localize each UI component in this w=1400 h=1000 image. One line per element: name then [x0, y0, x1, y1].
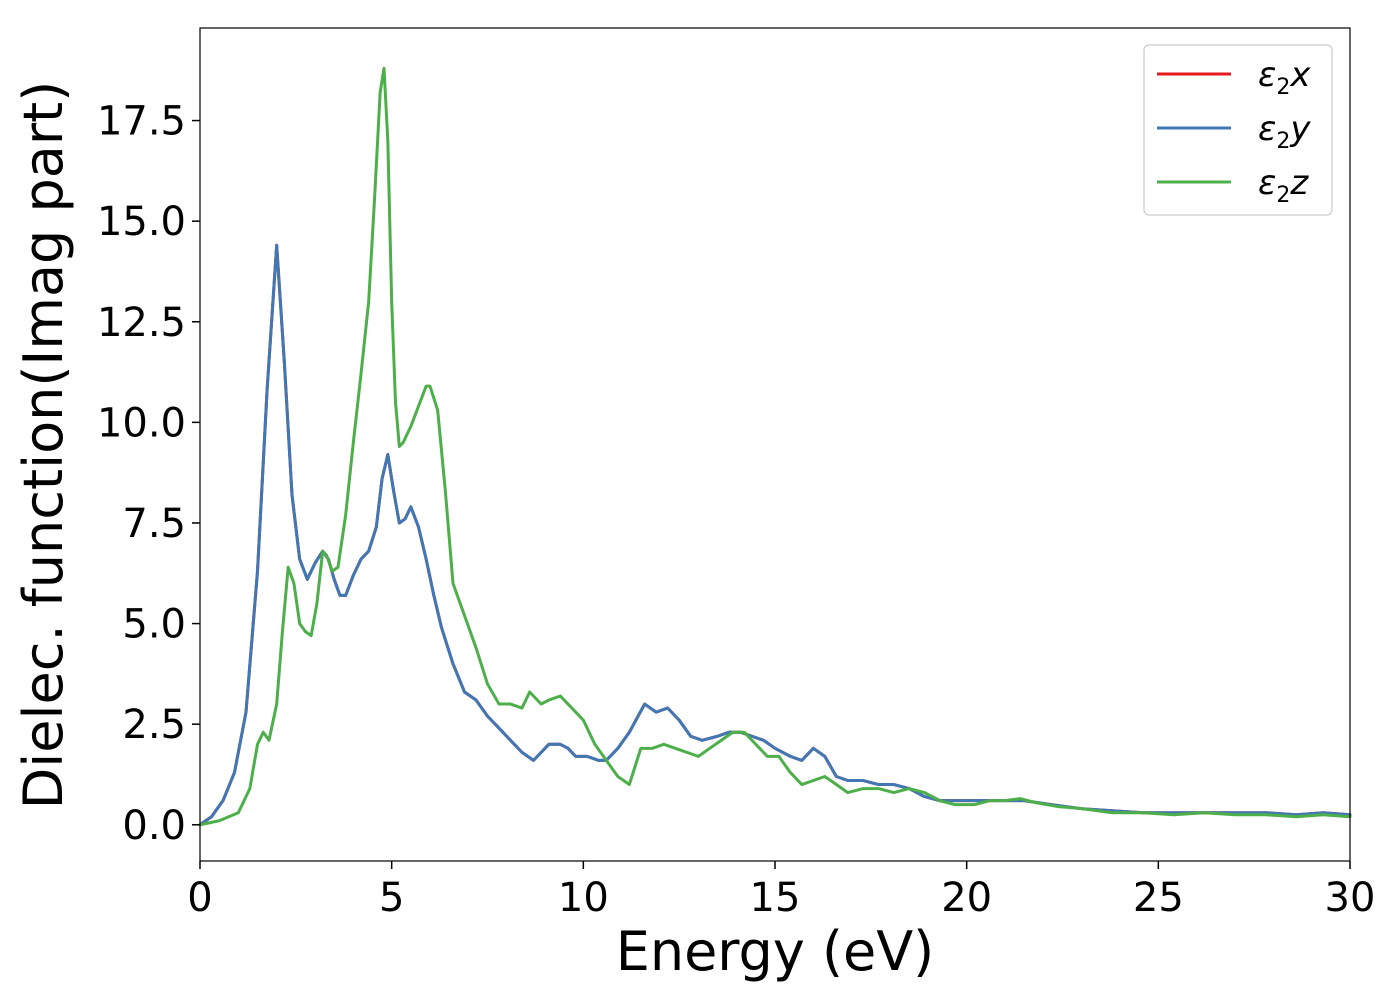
x-tick-label: 30: [1325, 875, 1376, 921]
legend: ε2x ε2y ε2z: [1143, 44, 1333, 216]
y-tick-label: 15.0: [97, 199, 186, 245]
y-tick-label: 7.5: [122, 501, 186, 547]
series-line-z: [198, 66, 1352, 827]
legend-box: [1143, 44, 1333, 216]
x-tick-label: 25: [1133, 875, 1184, 921]
legend-label-y: ε2y: [1258, 109, 1311, 154]
y-axis-title: Dielec. function(Imag part): [12, 81, 75, 810]
legend-label-z: ε2z: [1258, 163, 1309, 208]
series-lines: [198, 66, 1352, 827]
y-tick-label: 2.5: [122, 702, 186, 748]
y-tick-label: 12.5: [97, 300, 186, 346]
x-tick-label: 15: [750, 875, 801, 921]
x-tick-label: 0: [187, 875, 212, 921]
y-axis-ticks: 0.0 2.5 5.0 7.5 10.0 12.5 15.0 17.5: [97, 99, 200, 849]
y-tick-label: 17.5: [97, 99, 186, 145]
y-tick-label: 10.0: [97, 400, 186, 446]
x-tick-label: 10: [558, 875, 609, 921]
x-tick-label: 5: [379, 875, 404, 921]
y-tick-label: 5.0: [122, 602, 186, 648]
x-tick-label: 20: [941, 875, 992, 921]
legend-label-x: ε2x: [1258, 55, 1311, 100]
y-tick-label: 0.0: [122, 803, 186, 849]
x-axis-ticks: 0 5 10 15 20 25 30: [187, 861, 1375, 921]
x-axis-title: Energy (eV): [616, 920, 935, 983]
